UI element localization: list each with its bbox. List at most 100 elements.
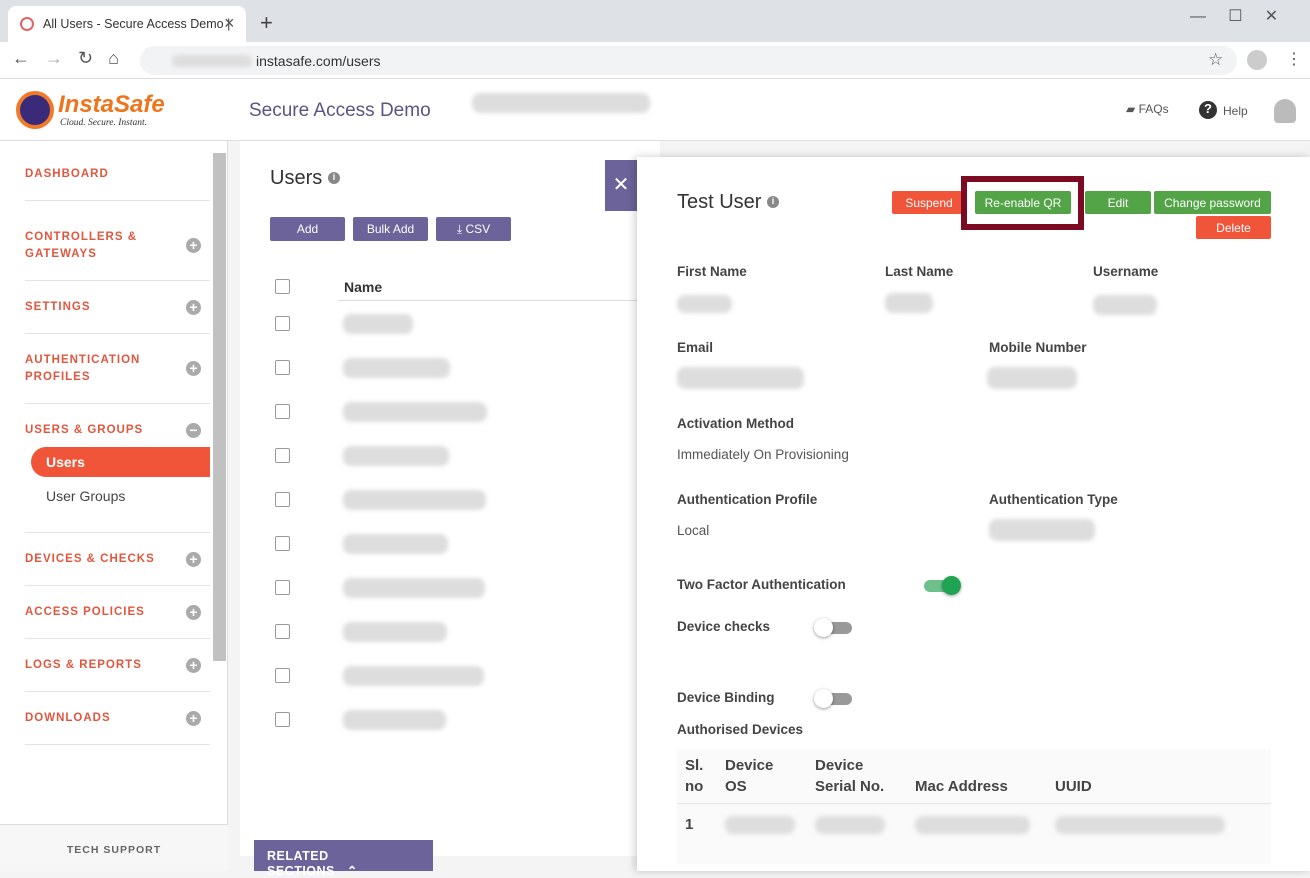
help-icon[interactable]: ? (1199, 101, 1217, 119)
sidebar: TECH SUPPORT DASHBOARD CONTROLLERS & GATE… (0, 141, 228, 871)
toggle-label: Device Binding (677, 690, 775, 705)
tab-title: All Users - Secure Access Demo | (43, 17, 231, 31)
row-checkbox[interactable] (275, 668, 290, 683)
separator (25, 638, 210, 639)
close-panel[interactable]: ✕ (605, 160, 637, 211)
row-checkbox[interactable] (275, 492, 290, 507)
expand-icon[interactable]: + (186, 657, 201, 673)
related-sections[interactable]: RELATED SECTIONS ⌃ (254, 840, 433, 878)
tech-support: TECH SUPPORT (66, 844, 162, 856)
tech-support-bar[interactable]: TECH SUPPORT (0, 824, 228, 871)
blurred-name (343, 710, 446, 730)
devices-title: Authorised Devices (677, 722, 804, 737)
separator (25, 200, 210, 201)
row-checkbox[interactable] (275, 624, 290, 639)
info-icon[interactable]: i (328, 172, 340, 184)
select-all-checkbox[interactable] (275, 279, 290, 294)
new-tab[interactable]: + (260, 10, 273, 35)
menu[interactable]: ⋮ (1286, 51, 1302, 68)
bookmark-star[interactable]: ☆ (1208, 50, 1224, 69)
favicon (20, 17, 34, 31)
expand-icon[interactable]: + (186, 551, 201, 567)
device-cell: 1 (677, 804, 717, 864)
column-header: UUID (1055, 778, 1092, 795)
tab-close[interactable]: × (224, 13, 235, 33)
tab[interactable]: All Users - Secure Access Demo | × (8, 6, 246, 42)
sidebar-item[interactable]: DASHBOARD (25, 168, 109, 180)
sidebar-item[interactable]: ACCESS POLICIES (25, 606, 145, 618)
expand-icon[interactable]: + (186, 710, 201, 726)
auth-profile-label: Authentication Profile (677, 492, 818, 507)
logo-tagline: Cloud. Secure. Instant. (60, 118, 147, 128)
blurred-name (343, 358, 450, 378)
auth-profile-value: Local (677, 523, 710, 538)
toggle-switch[interactable] (814, 618, 852, 637)
sidebar-item[interactable]: DOWNLOADS (25, 712, 111, 724)
csv-button[interactable]: ⤓ CSV (436, 217, 511, 241)
sidebar-item[interactable]: LOGS & REPORTS (25, 659, 142, 671)
device-row: 1 (677, 804, 1271, 864)
info-icon[interactable]: i (767, 196, 779, 208)
sidebar-item[interactable]: AUTHENTICATION PROFILES (25, 354, 141, 383)
scrollbar (213, 153, 226, 661)
device-value: 1 (685, 816, 694, 833)
user-avatar[interactable] (1274, 99, 1296, 123)
toggle-switch[interactable] (924, 576, 961, 595)
row-checkbox[interactable] (275, 404, 290, 419)
suspend-button[interactable]: Suspend (892, 191, 966, 214)
sidebar-subitem[interactable]: User Groups (46, 488, 126, 504)
row-checkbox[interactable] (275, 316, 290, 331)
blurred-name (343, 490, 486, 510)
address-bar: ← → ↻ ⌂ instasafe.com/users ☆ ⋮ (0, 42, 1310, 79)
edit-button[interactable]: Edit (1085, 191, 1151, 214)
delete-button[interactable]: Delete (1196, 216, 1271, 239)
row-checkbox[interactable] (275, 448, 290, 463)
row-checkbox[interactable] (275, 580, 290, 595)
change-password-button[interactable]: Change password (1154, 191, 1271, 214)
email-label: Email (677, 340, 714, 355)
separator (25, 333, 210, 334)
profile[interactable] (1247, 50, 1267, 70)
blurred-name (343, 534, 448, 554)
help[interactable]: Help (1223, 104, 1248, 118)
column-header: Mac Address (915, 778, 1008, 795)
logo-name: InstaSafe (58, 91, 165, 118)
first-name-label: First Name (677, 264, 747, 279)
device-cell (907, 804, 1047, 864)
mobile-label: Mobile Number (989, 340, 1087, 355)
window-controls[interactable]: — ☐ ✕ (1190, 8, 1279, 25)
sidebar-subitem[interactable]: Users (31, 447, 210, 477)
app-header: InstaSafe Cloud. Secure. Instant. Secure… (0, 79, 1310, 141)
expand-icon[interactable]: + (186, 604, 201, 620)
users-title: Users (270, 167, 323, 189)
expand-icon[interactable]: + (186, 361, 201, 376)
logo-icon (16, 91, 54, 129)
re-enable-qr-button[interactable]: Re-enable QR (975, 191, 1071, 214)
blurred-name (343, 314, 413, 334)
highlight-box (961, 176, 1084, 230)
sidebar-item[interactable]: SETTINGS (25, 301, 91, 313)
sidebar-item[interactable]: USERS & GROUPS (25, 424, 144, 436)
collapse-icon[interactable]: − (186, 422, 201, 438)
bulk-add-button[interactable]: Bulk Add (353, 217, 428, 241)
url-field[interactable]: instasafe.com/users ☆ (140, 46, 1237, 75)
toggle-label: Two Factor Authentication (677, 577, 846, 592)
add-button[interactable]: Add (270, 217, 345, 241)
expand-icon[interactable]: + (186, 238, 201, 253)
faqs[interactable]: ▰ FAQs (1126, 102, 1169, 116)
activation-value: Immediately On Provisioning (677, 447, 849, 462)
blurred-name (343, 666, 484, 686)
username-label: Username (1093, 264, 1159, 279)
nav-buttons[interactable]: ← → ↻ ⌂ (12, 48, 119, 68)
sidebar-item[interactable]: CONTROLLERS & GATEWAYS (25, 231, 138, 260)
expand-icon[interactable]: + (186, 299, 201, 315)
device-cell (717, 804, 807, 864)
toggle-switch[interactable] (814, 689, 852, 708)
row-checkbox[interactable] (275, 536, 290, 551)
toggle-knob (814, 689, 833, 708)
column-header: Sl. no (685, 757, 704, 795)
sidebar-item[interactable]: DEVICES & CHECKS (25, 553, 155, 565)
row-checkbox[interactable] (275, 360, 290, 375)
row-checkbox[interactable] (275, 712, 290, 727)
